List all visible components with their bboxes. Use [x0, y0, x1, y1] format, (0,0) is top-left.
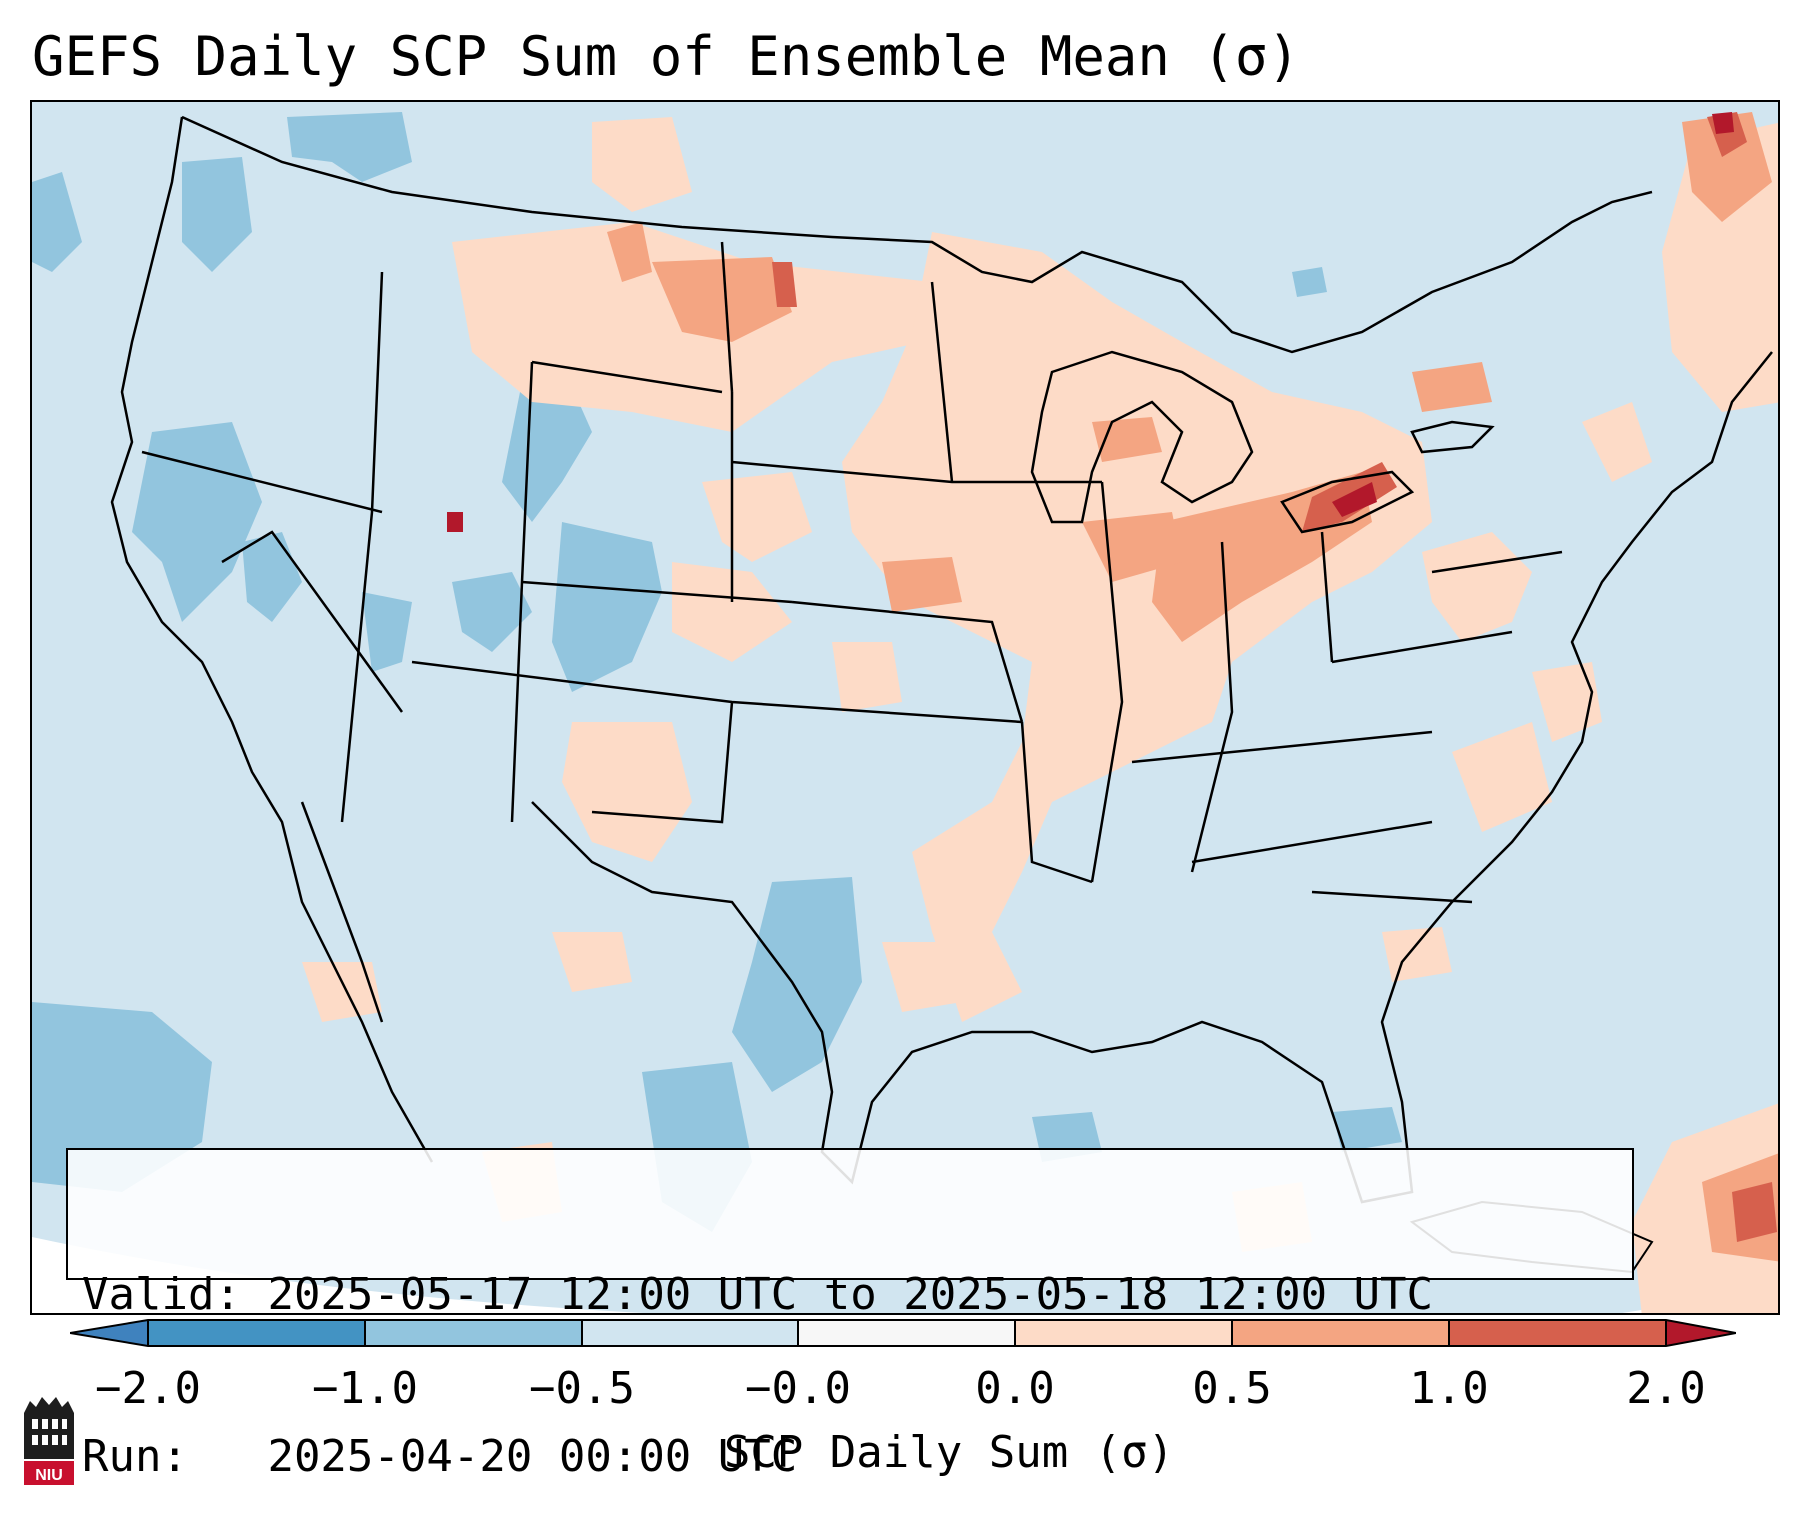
- run-label: Run:: [82, 1431, 241, 1482]
- colorbar-ticks: [147, 1320, 1667, 1346]
- svg-text:NIU: NIU: [35, 1467, 63, 1484]
- map-title: GEFS Daily SCP Sum of Ensemble Mean (σ): [32, 25, 1300, 88]
- colorbar-tick-label: −2.0: [95, 1363, 201, 1414]
- colorbar-tick-label: 0.5: [1192, 1363, 1272, 1414]
- colorbar-tick-label: −1.0: [312, 1363, 418, 1414]
- negative-anomaly-patches: [32, 112, 1402, 1232]
- colorbar: [70, 1319, 1736, 1347]
- colorbar-bin-7: [1449, 1320, 1666, 1346]
- extreme-positive-patches: [447, 112, 1734, 532]
- valid-label: Valid:: [82, 1269, 241, 1320]
- colorbar-tick-label: −0.0: [745, 1363, 851, 1414]
- niu-logo: NIU: [24, 1397, 74, 1485]
- colorbar-tick-label: 0.0: [975, 1363, 1055, 1414]
- boundaries: [110, 115, 1773, 1204]
- colorbar-tick-label: −0.5: [529, 1363, 635, 1414]
- projection-edge: [32, 1237, 644, 1313]
- colorbar-bin-1: [148, 1320, 365, 1346]
- scp-map: [32, 102, 1778, 1313]
- colorbar-extend-low: [70, 1320, 148, 1346]
- colorbar-tick-label: 2.0: [1626, 1363, 1706, 1414]
- colorbar-extend-high: [1666, 1320, 1736, 1346]
- positive-anomaly-patches: [302, 117, 1778, 1313]
- valid-run-info-box: Valid: 2025-05-17 12:00 UTC to 2025-05-1…: [66, 1148, 1634, 1482]
- valid-value: 2025-05-17 12:00 UTC to 2025-05-18 12:00…: [267, 1269, 1434, 1320]
- colorbar-bin-4: [798, 1320, 1015, 1346]
- map-panel: [30, 100, 1780, 1315]
- colorbar-bin-3: [582, 1320, 798, 1346]
- run-value: 2025-04-20 00:00 UTC: [267, 1431, 798, 1482]
- colorbar-bin-5: [1015, 1320, 1232, 1346]
- colorbar-bin-2: [365, 1320, 582, 1346]
- colorbar-axis-label: SCP Daily Sum (σ): [723, 1427, 1175, 1478]
- colorbar-bin-6: [1232, 1320, 1449, 1346]
- colorbar-tick-label: 1.0: [1409, 1363, 1489, 1414]
- valid-row: Valid: 2025-05-17 12:00 UTC to 2025-05-1…: [82, 1268, 1618, 1322]
- run-row: Run: 2025-04-20 00:00 UTC: [82, 1430, 1618, 1484]
